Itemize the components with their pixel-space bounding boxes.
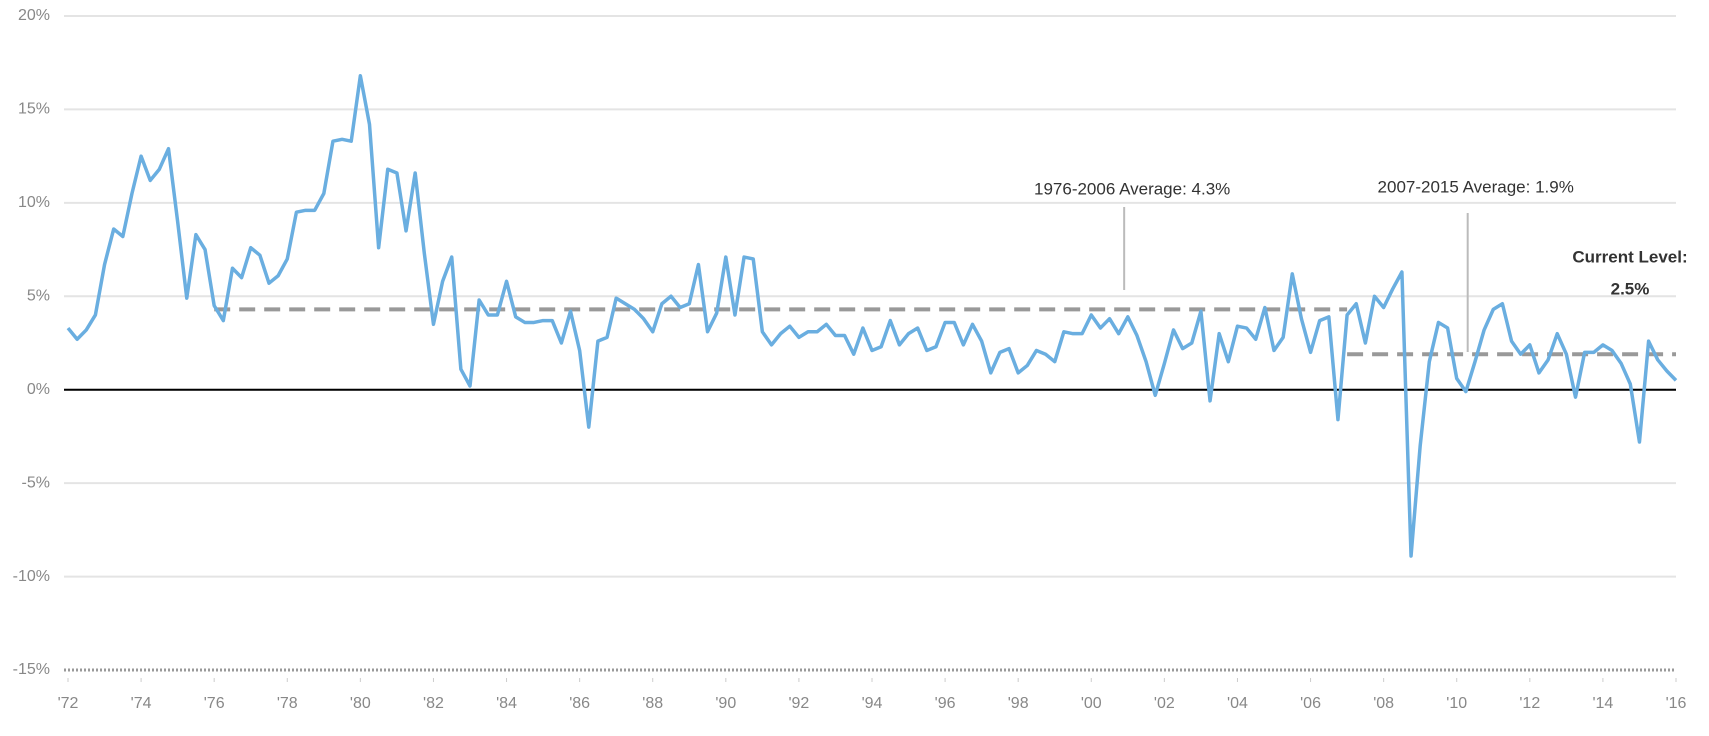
data-line <box>66 74 1678 558</box>
x-tick-label: '10 <box>1446 695 1467 712</box>
average-label: 1976-2006 Average: 4.3% <box>1034 179 1230 198</box>
x-tick-label: '08 <box>1373 695 1394 712</box>
y-tick-label: -5% <box>22 474 50 491</box>
x-tick-label: '90 <box>715 695 736 712</box>
x-tick-label: '82 <box>423 695 444 712</box>
x-tick-label: '84 <box>496 695 517 712</box>
y-tick-label: -15% <box>13 661 50 678</box>
average-label: 2007-2015 Average: 1.9% <box>1378 177 1574 196</box>
x-tick-label: '96 <box>935 695 956 712</box>
x-tick-label: '72 <box>58 695 79 712</box>
y-tick-label: 20% <box>18 7 50 24</box>
x-tick-label: '16 <box>1666 695 1687 712</box>
x-tick-label: '74 <box>131 695 152 712</box>
x-tick-label: '78 <box>277 695 298 712</box>
y-tick-label: 15% <box>18 101 50 118</box>
x-tick-label: '92 <box>788 695 809 712</box>
x-tick-label: '02 <box>1154 695 1175 712</box>
x-tick-label: '06 <box>1300 695 1321 712</box>
y-tick-label: -10% <box>13 568 50 585</box>
x-tick-label: '98 <box>1008 695 1029 712</box>
x-tick-label: '76 <box>204 695 225 712</box>
x-tick-label: '80 <box>350 695 371 712</box>
x-tick-label: '94 <box>862 695 883 712</box>
y-tick-label: 0% <box>27 381 50 398</box>
y-tick-label: 5% <box>27 288 50 305</box>
x-tick-label: '86 <box>569 695 590 712</box>
x-tick-label: '04 <box>1227 695 1248 712</box>
x-tick-label: '14 <box>1592 695 1613 712</box>
x-tick-label: '88 <box>642 695 663 712</box>
x-tick-label: '00 <box>1081 695 1102 712</box>
y-tick-label: 10% <box>18 194 50 211</box>
x-tick-label: '12 <box>1519 695 1540 712</box>
annotation: Current Level: <box>1572 247 1687 266</box>
annotation: 2.5% <box>1611 279 1650 298</box>
